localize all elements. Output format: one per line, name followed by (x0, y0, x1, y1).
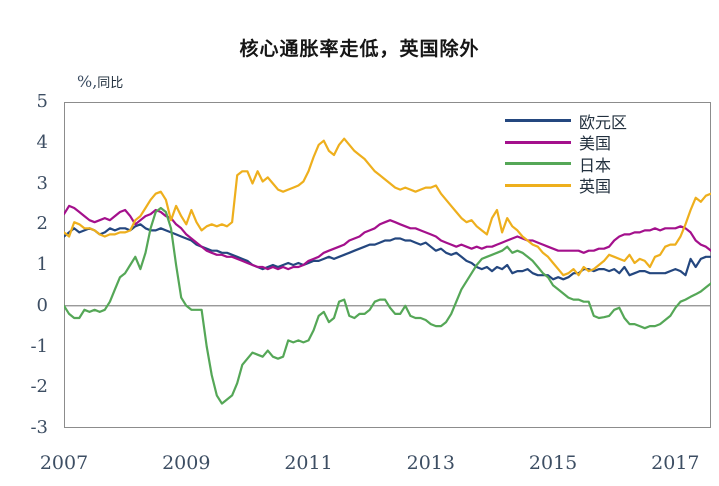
y-tick-label: 0 (36, 294, 48, 316)
series-line-0 (64, 223, 711, 281)
legend-swatch-line (505, 119, 571, 123)
y-tick-label: 3 (36, 172, 48, 194)
legend-item: 美国 (505, 132, 627, 154)
legend-item-label: 欧元区 (579, 112, 628, 132)
y-tick-label: 4 (36, 131, 48, 153)
y-unit-percent-sign: %, (77, 72, 98, 91)
y-tick-label: -2 (30, 376, 48, 398)
series-line-3 (64, 137, 711, 277)
legend-swatch-line (505, 183, 571, 187)
legend-item-label: 美国 (579, 134, 612, 154)
x-tick-label: 2011 (284, 452, 333, 474)
legend: 欧元区 美国 日本 英国 (505, 110, 627, 196)
plot-area (64, 102, 711, 428)
y-tick-label: -3 (30, 417, 48, 438)
x-tick-label: 2013 (406, 452, 455, 474)
legend-item: 英国 (505, 175, 627, 197)
legend-item: 日本 (505, 153, 627, 175)
y-tick-label: 1 (36, 254, 48, 275)
legend-item-label: 英国 (579, 177, 612, 197)
chart-title: 核心通胀率走低，英国除外 (239, 38, 480, 60)
y-unit-text: 同比 (97, 76, 124, 91)
x-tick-label: 2015 (528, 452, 578, 474)
legend-item: 欧元区 (505, 110, 627, 132)
legend-swatch-line (505, 140, 571, 144)
x-tick-label: 2017 (651, 452, 700, 474)
y-tick-label: 2 (36, 213, 48, 235)
series-line-2 (64, 206, 711, 405)
plot-frame (64, 102, 711, 428)
series-line-1 (64, 204, 711, 271)
y-tick-label: -1 (30, 335, 48, 357)
legend-swatch-line (505, 162, 571, 166)
x-tick-label: 2007 (39, 452, 89, 474)
x-tick-label: 2009 (162, 452, 211, 474)
y-axis-unit-label: %,同比 (77, 72, 123, 91)
y-tick-label: 5 (36, 91, 48, 112)
legend-item-label: 日本 (579, 155, 612, 175)
